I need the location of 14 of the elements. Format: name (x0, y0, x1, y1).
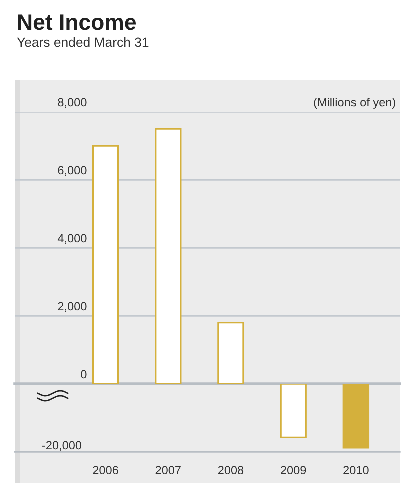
y-tick-label: 8,000 (58, 98, 87, 108)
x-tick-label: 2006 (93, 466, 118, 475)
y-tick-label: 4,000 (58, 234, 87, 244)
x-tick-label: 2007 (156, 466, 181, 475)
y-axis-title: (Millions of yen) (314, 98, 396, 109)
y-tick-label: 6,000 (58, 166, 87, 176)
chart-subtitle: Years ended March 31 (17, 37, 149, 48)
y-tick-label: 0 (81, 370, 87, 379)
y-tick-label: 2,000 (58, 302, 87, 312)
x-tick-label: 2010 (344, 466, 369, 475)
chart-title: Net Income (18, 14, 136, 30)
x-tick-label: 2008 (218, 466, 244, 475)
annotation: -20,000 (42, 441, 82, 452)
x-tick-label: 2009 (281, 466, 306, 475)
